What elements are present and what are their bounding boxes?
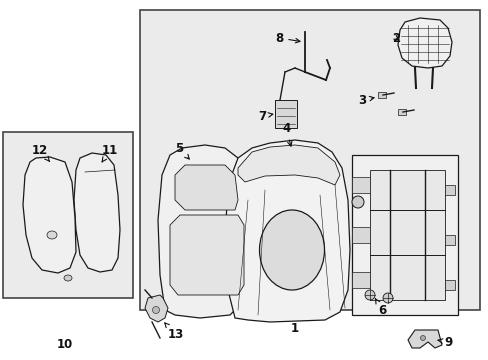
- Ellipse shape: [64, 275, 72, 281]
- Bar: [351, 227, 369, 243]
- Polygon shape: [170, 215, 244, 295]
- Text: 11: 11: [102, 144, 118, 162]
- Bar: [444, 235, 454, 245]
- Bar: [274, 100, 296, 128]
- Ellipse shape: [364, 290, 374, 300]
- Bar: [444, 185, 454, 195]
- Polygon shape: [175, 165, 238, 210]
- Polygon shape: [158, 145, 247, 318]
- Bar: [140, 10, 479, 310]
- Polygon shape: [397, 18, 451, 68]
- Text: 12: 12: [32, 144, 49, 162]
- Text: 7: 7: [258, 109, 272, 122]
- Text: 5: 5: [175, 141, 189, 159]
- Ellipse shape: [47, 231, 57, 239]
- Text: 9: 9: [437, 336, 451, 348]
- Ellipse shape: [382, 293, 392, 303]
- Text: 8: 8: [274, 32, 300, 45]
- Text: 1: 1: [290, 321, 299, 334]
- Bar: [444, 280, 454, 290]
- Bar: [377, 92, 385, 98]
- Bar: [397, 109, 405, 115]
- Polygon shape: [224, 140, 349, 322]
- Text: 4: 4: [282, 122, 291, 146]
- Polygon shape: [238, 145, 339, 185]
- Polygon shape: [74, 153, 120, 272]
- Polygon shape: [145, 295, 168, 322]
- Ellipse shape: [420, 336, 425, 341]
- Polygon shape: [23, 157, 76, 273]
- Ellipse shape: [259, 210, 324, 290]
- Polygon shape: [351, 155, 457, 315]
- Bar: [3, 132, 133, 298]
- Text: 3: 3: [357, 94, 373, 107]
- Polygon shape: [407, 330, 441, 348]
- Text: 13: 13: [164, 323, 184, 342]
- Ellipse shape: [351, 196, 363, 208]
- Ellipse shape: [152, 306, 159, 314]
- Text: 2: 2: [391, 32, 399, 45]
- Text: 10: 10: [57, 338, 73, 351]
- Bar: [351, 177, 369, 193]
- Polygon shape: [369, 170, 444, 300]
- Text: 6: 6: [374, 298, 386, 316]
- Bar: [351, 272, 369, 288]
